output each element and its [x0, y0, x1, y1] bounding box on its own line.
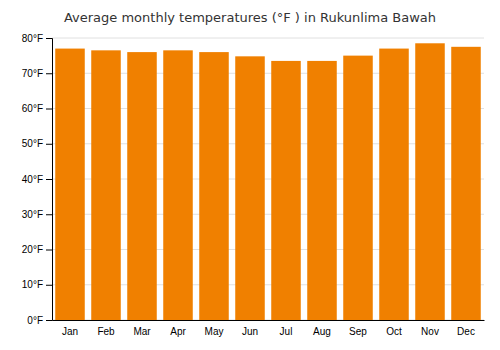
title: Average monthly temperatures (°F ) in Ru…	[64, 10, 436, 25]
x-tick-label: Jun	[242, 326, 258, 337]
y-tick: 0°F	[27, 315, 52, 326]
x-axis-line	[53, 320, 485, 321]
x-tick: Jun	[242, 326, 258, 337]
y-tick-mark	[46, 144, 52, 145]
y-axis: 0°F 10°F 20°F 30°F 40°F 50°F 60°F 70°F 80°F	[22, 33, 53, 326]
bar	[235, 56, 265, 320]
grid-line	[52, 38, 484, 39]
x-tick-label: Nov	[421, 326, 439, 337]
y-tick: 20°F	[22, 244, 52, 255]
y-tick-label: 80°F	[22, 33, 43, 44]
x-tick-label: Sep	[349, 326, 367, 337]
plot: Jan Feb Mar Apr May Jun Jul Aug Sep Oct Nov Dec 0°F 1…	[22, 33, 485, 337]
x-tick: Feb	[97, 326, 115, 337]
y-tick-label: 0°F	[27, 315, 43, 326]
y-tick-label: 60°F	[22, 103, 43, 114]
x-tick-label: Mar	[133, 326, 151, 337]
bar	[55, 49, 85, 320]
bar	[307, 61, 337, 320]
y-tick-mark	[46, 285, 52, 286]
bar	[199, 52, 229, 320]
x-tick: Nov	[421, 326, 439, 337]
x-axis: Jan Feb Mar Apr May Jun Jul Aug Sep Oct Nov Dec	[53, 321, 485, 338]
x-tick: Sep	[349, 326, 367, 337]
x-tick-label: Dec	[457, 326, 475, 337]
y-tick-mark	[46, 109, 52, 110]
chart: Jan Feb Mar Apr May Jun Jul Aug Sep Oct Nov Dec 0°F 1…	[0, 0, 500, 350]
y-tick: 60°F	[22, 103, 52, 114]
y-tick-label: 20°F	[22, 244, 43, 255]
y-tick: 50°F	[22, 138, 52, 149]
bar	[415, 43, 445, 320]
y-tick: 10°F	[22, 279, 52, 290]
y-tick: 40°F	[22, 174, 52, 185]
bar	[91, 50, 121, 320]
x-tick-label: Jan	[62, 326, 78, 337]
x-tick-label: May	[205, 326, 224, 337]
bar	[271, 61, 301, 320]
x-tick-label: Oct	[386, 326, 402, 337]
x-tick-label: Jul	[280, 326, 293, 337]
y-tick: 70°F	[22, 68, 52, 79]
x-tick-label: Feb	[97, 326, 115, 337]
y-tick: 80°F	[22, 33, 52, 44]
bar	[379, 49, 409, 320]
x-tick: Jan	[62, 326, 78, 337]
bar	[343, 56, 373, 320]
y-tick-mark	[46, 214, 52, 215]
x-tick: Aug	[313, 326, 331, 337]
x-tick: May	[205, 326, 224, 337]
y-tick-mark	[46, 320, 52, 321]
bar	[127, 52, 157, 320]
x-tick: Mar	[133, 326, 151, 337]
y-tick-mark	[46, 73, 52, 74]
x-tick-label: Aug	[313, 326, 331, 337]
y-tick-mark	[46, 250, 52, 251]
x-tick: Dec	[457, 326, 475, 337]
y-tick-label: 40°F	[22, 174, 43, 185]
y-tick-label: 50°F	[22, 138, 43, 149]
bars	[55, 43, 481, 320]
bar	[163, 50, 193, 320]
x-tick-label: Apr	[170, 326, 186, 337]
y-axis-line	[46, 39, 53, 321]
y-tick-label: 10°F	[22, 279, 43, 290]
x-tick: Jul	[280, 326, 293, 337]
y-tick-label: 30°F	[22, 209, 43, 220]
y-tick-mark	[46, 179, 52, 180]
x-tick: Oct	[386, 326, 402, 337]
bar	[451, 47, 481, 320]
y-tick-label: 70°F	[22, 68, 43, 79]
grid	[52, 38, 484, 320]
x-tick: Apr	[170, 326, 186, 337]
y-tick: 30°F	[22, 209, 52, 220]
y-tick-mark	[46, 38, 52, 39]
